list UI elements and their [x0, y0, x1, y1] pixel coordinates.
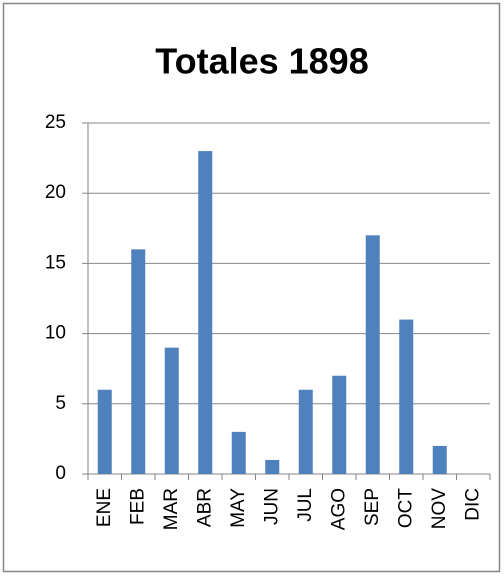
y-tick-label: 5 [55, 393, 66, 414]
bar [365, 235, 380, 474]
bar [298, 389, 313, 474]
bar [332, 375, 347, 474]
y-tick-label: 25 [45, 112, 66, 133]
bar [164, 347, 179, 474]
x-tick-label: SEP [362, 488, 383, 526]
bar [97, 389, 112, 474]
bar [231, 431, 246, 474]
bar [399, 319, 414, 474]
x-tick-label: DIC [462, 488, 483, 521]
x-tick-label: JUL [295, 488, 316, 522]
y-tick-label: 20 [45, 182, 66, 203]
x-tick-label: JUN [261, 488, 282, 525]
bar [198, 151, 213, 474]
y-tick-label: 0 [55, 463, 66, 484]
bar [131, 249, 146, 474]
y-tick-label: 15 [45, 252, 66, 273]
x-tick-label: FEB [127, 488, 148, 525]
x-tick-label: MAR [161, 488, 182, 530]
x-tick-label: AGO [328, 488, 349, 530]
x-tick-label: ENE [94, 488, 115, 527]
x-tick-label: MAY [228, 488, 249, 528]
chart-title: Totales 1898 [155, 41, 368, 82]
y-tick-label: 10 [45, 323, 66, 344]
bar [265, 459, 280, 474]
x-tick-label: ABR [194, 488, 215, 527]
x-tick-label: NOV [429, 488, 450, 530]
bar [432, 445, 447, 474]
x-tick-label: OCT [395, 488, 416, 529]
